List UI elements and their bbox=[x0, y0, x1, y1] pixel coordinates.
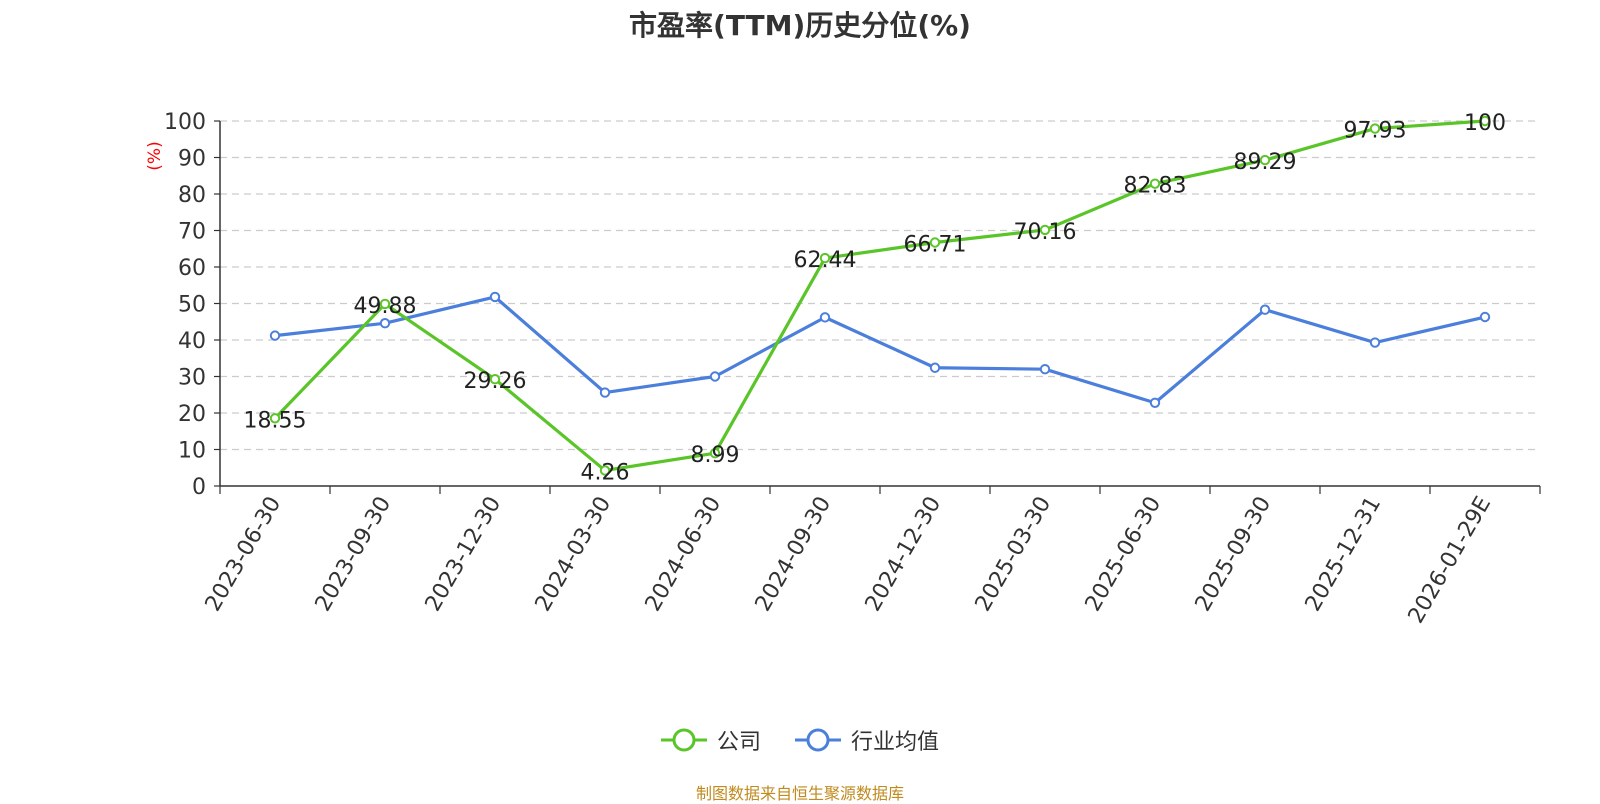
data-label: 62.44 bbox=[794, 248, 857, 273]
chart-title: 市盈率(TTM)历史分位(%) bbox=[629, 9, 971, 42]
y-tick-label: 100 bbox=[164, 110, 206, 135]
legend-company-icon bbox=[660, 728, 707, 752]
point-company[interactable] bbox=[269, 413, 281, 424]
data-label: 97.93 bbox=[1344, 119, 1407, 144]
data-label: 29.26 bbox=[464, 369, 527, 394]
data-labels: 18.55 49.88 29.26 4.26 8.99 62.44 66.71 70.16 82… bbox=[244, 111, 1506, 485]
y-axis-label: (%) bbox=[145, 141, 165, 170]
legend: 公司 行业均值 bbox=[0, 720, 1600, 760]
y-tick-label: 70 bbox=[178, 220, 206, 245]
x-tick-label: 2025-06-30 bbox=[1081, 493, 1167, 616]
y-tick-label: 20 bbox=[178, 402, 206, 427]
x-tick-label: 2023-12-30 bbox=[421, 493, 507, 616]
series-line-company bbox=[273, 119, 1486, 473]
axes: 0 10 20 30 40 50 60 70 80 90 100 2023-06-30 2023-09-… bbox=[164, 110, 1541, 628]
data-label: 18.55 bbox=[244, 408, 307, 433]
point-industry[interactable] bbox=[599, 387, 611, 398]
point-company[interactable] bbox=[1479, 115, 1491, 127]
y-tick-label: 0 bbox=[192, 475, 206, 500]
point-industry[interactable] bbox=[1259, 304, 1271, 315]
series-line-industry bbox=[274, 295, 1486, 405]
x-tick-label: 2024-06-30 bbox=[641, 493, 727, 616]
point-industry[interactable] bbox=[1039, 364, 1051, 375]
y-tick-label: 40 bbox=[178, 329, 206, 354]
point-company[interactable] bbox=[1259, 154, 1271, 166]
point-company[interactable] bbox=[929, 237, 941, 248]
point-industry[interactable] bbox=[819, 312, 831, 323]
source-note: 制图数据来自恒生聚源数据库 bbox=[695, 784, 904, 803]
point-industry[interactable] bbox=[929, 362, 941, 373]
series-layer bbox=[269, 115, 1491, 476]
point-company[interactable] bbox=[709, 447, 721, 459]
point-industry[interactable] bbox=[1369, 337, 1381, 348]
legend-company-label: 公司 bbox=[716, 730, 761, 755]
legend-item-company[interactable]: 公司 bbox=[660, 724, 761, 756]
point-industry[interactable] bbox=[489, 291, 501, 303]
y-tick-label: 30 bbox=[178, 366, 206, 391]
data-label: 66.71 bbox=[904, 233, 967, 258]
y-tick-label: 50 bbox=[178, 293, 206, 318]
point-company[interactable] bbox=[379, 298, 391, 310]
point-company[interactable] bbox=[819, 252, 831, 264]
data-label: 8.99 bbox=[691, 443, 740, 468]
x-tick-label: 2026-01-29E bbox=[1404, 493, 1497, 628]
y-tick-label: 90 bbox=[178, 147, 206, 172]
x-tick-label: 2025-12-31 bbox=[1301, 493, 1387, 616]
y-tick-label: 10 bbox=[178, 439, 206, 464]
data-label: 100 bbox=[1464, 111, 1506, 136]
point-industry[interactable] bbox=[709, 371, 721, 382]
point-industry[interactable] bbox=[379, 318, 391, 329]
x-tick-label: 2025-03-30 bbox=[971, 493, 1057, 616]
gridlines bbox=[220, 120, 1540, 451]
point-company[interactable] bbox=[489, 374, 501, 385]
x-tick-label: 2023-09-30 bbox=[311, 493, 397, 616]
point-company[interactable] bbox=[1149, 178, 1161, 189]
x-tick-label: 2023-06-30 bbox=[201, 493, 287, 616]
legend-item-industry[interactable]: 行业均值 bbox=[795, 724, 939, 756]
point-company[interactable] bbox=[599, 465, 611, 476]
data-label: 89.29 bbox=[1234, 150, 1297, 175]
x-tick-label: 2024-03-30 bbox=[531, 493, 617, 616]
point-industry[interactable] bbox=[1479, 311, 1491, 323]
legend-industry-label: 行业均值 bbox=[851, 730, 940, 755]
point-company[interactable] bbox=[1369, 123, 1381, 134]
data-label: 82.83 bbox=[1124, 174, 1187, 199]
data-label: 4.26 bbox=[581, 460, 630, 485]
point-company[interactable] bbox=[1039, 224, 1051, 236]
y-tick-label: 60 bbox=[178, 256, 206, 281]
data-label: 49.88 bbox=[354, 294, 417, 319]
data-label: 70.16 bbox=[1014, 220, 1077, 245]
x-tick-label: 2024-09-30 bbox=[751, 493, 837, 616]
legend-industry-icon bbox=[795, 728, 841, 752]
y-tick-label: 80 bbox=[178, 183, 206, 208]
point-industry[interactable] bbox=[1149, 397, 1161, 408]
x-tick-label: 2024-12-30 bbox=[861, 493, 947, 616]
x-tick-label: 2025-09-30 bbox=[1191, 493, 1277, 616]
point-industry[interactable] bbox=[269, 330, 281, 341]
